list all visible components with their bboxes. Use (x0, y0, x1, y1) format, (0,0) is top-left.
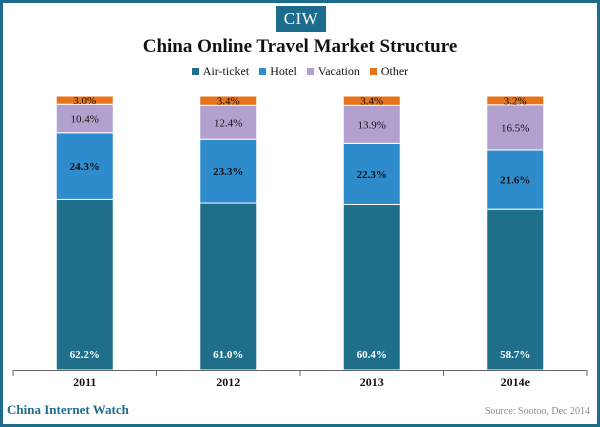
data-label-vacation-2012: 12.4% (214, 117, 242, 129)
x-tick-label-2014e: 2014e (501, 375, 531, 389)
bar-segment-vacation-2012 (199, 104, 258, 140)
bar-segment-vacation-2014e (486, 104, 545, 151)
data-label-hotel-2014e: 21.6% (500, 175, 530, 187)
legend-label-air-ticket: Air-ticket (202, 64, 250, 78)
data-label-vacation-2011: 10.4% (71, 113, 99, 125)
legend-label-vacation: Vacation (317, 64, 360, 78)
data-label-air-ticket-2012: 61.0% (213, 349, 243, 361)
bar-segment-hotel-2012 (199, 138, 258, 204)
ciw-logo: CIW (276, 6, 326, 32)
bar-segment-hotel-2013 (342, 142, 401, 206)
x-tick-label-2011: 2011 (73, 375, 96, 389)
bar-segment-vacation-2013 (342, 104, 401, 144)
footer-source: Source: Sootoo, Dec 2014 (485, 406, 590, 417)
legend-item-other: Other (369, 64, 409, 79)
data-label-other-2013: 3.4% (360, 96, 383, 108)
data-label-air-ticket-2011: 62.2% (70, 349, 100, 361)
data-label-vacation-2013: 13.9% (358, 119, 386, 131)
x-tick-label-2012: 2012 (216, 375, 240, 389)
bar-segment-other-2012 (199, 95, 258, 106)
data-label-air-ticket-2013: 60.4% (357, 349, 387, 361)
legend: Air-ticket Hotel Vacation Other (0, 64, 600, 79)
legend-swatch-hotel (259, 68, 267, 75)
legend-swatch-other (369, 68, 377, 75)
bar-segment-other-2011 (55, 95, 114, 105)
data-label-hotel-2011: 24.3% (70, 161, 100, 173)
bar-segment-air-ticket-2014e (486, 208, 545, 371)
x-tick-label-2013: 2013 (360, 375, 384, 389)
data-label-hotel-2013: 22.3% (357, 169, 387, 181)
bar-segment-air-ticket-2011 (55, 198, 114, 371)
bar-segment-air-ticket-2012 (199, 202, 258, 371)
bar-segment-air-ticket-2013 (342, 204, 401, 371)
legend-label-other: Other (380, 64, 409, 78)
legend-swatch-air-ticket (191, 68, 199, 75)
data-label-vacation-2014e: 16.5% (501, 122, 529, 134)
bar-segment-hotel-2014e (486, 149, 545, 210)
legend-label-hotel: Hotel (270, 64, 297, 78)
bar-segment-other-2013 (342, 95, 401, 106)
legend-item-hotel: Hotel (259, 64, 297, 79)
footer-brand: China Internet Watch (7, 402, 129, 417)
data-label-hotel-2012: 23.3% (213, 166, 243, 178)
bar-segment-vacation-2011 (55, 103, 114, 134)
legend-item-air-ticket: Air-ticket (191, 64, 250, 79)
chart-title: China Online Travel Market Structure (142, 36, 458, 57)
data-label-other-2011: 3.0% (73, 95, 96, 107)
legend-swatch-vacation (306, 68, 314, 75)
bar-segment-other-2014e (486, 95, 545, 106)
data-label-air-ticket-2014e: 58.7% (500, 349, 530, 361)
legend-item-vacation: Vacation (306, 64, 360, 79)
data-label-other-2014e: 3.2% (504, 95, 527, 107)
bar-segment-hotel-2011 (55, 132, 114, 200)
data-label-other-2012: 3.4% (217, 96, 240, 108)
